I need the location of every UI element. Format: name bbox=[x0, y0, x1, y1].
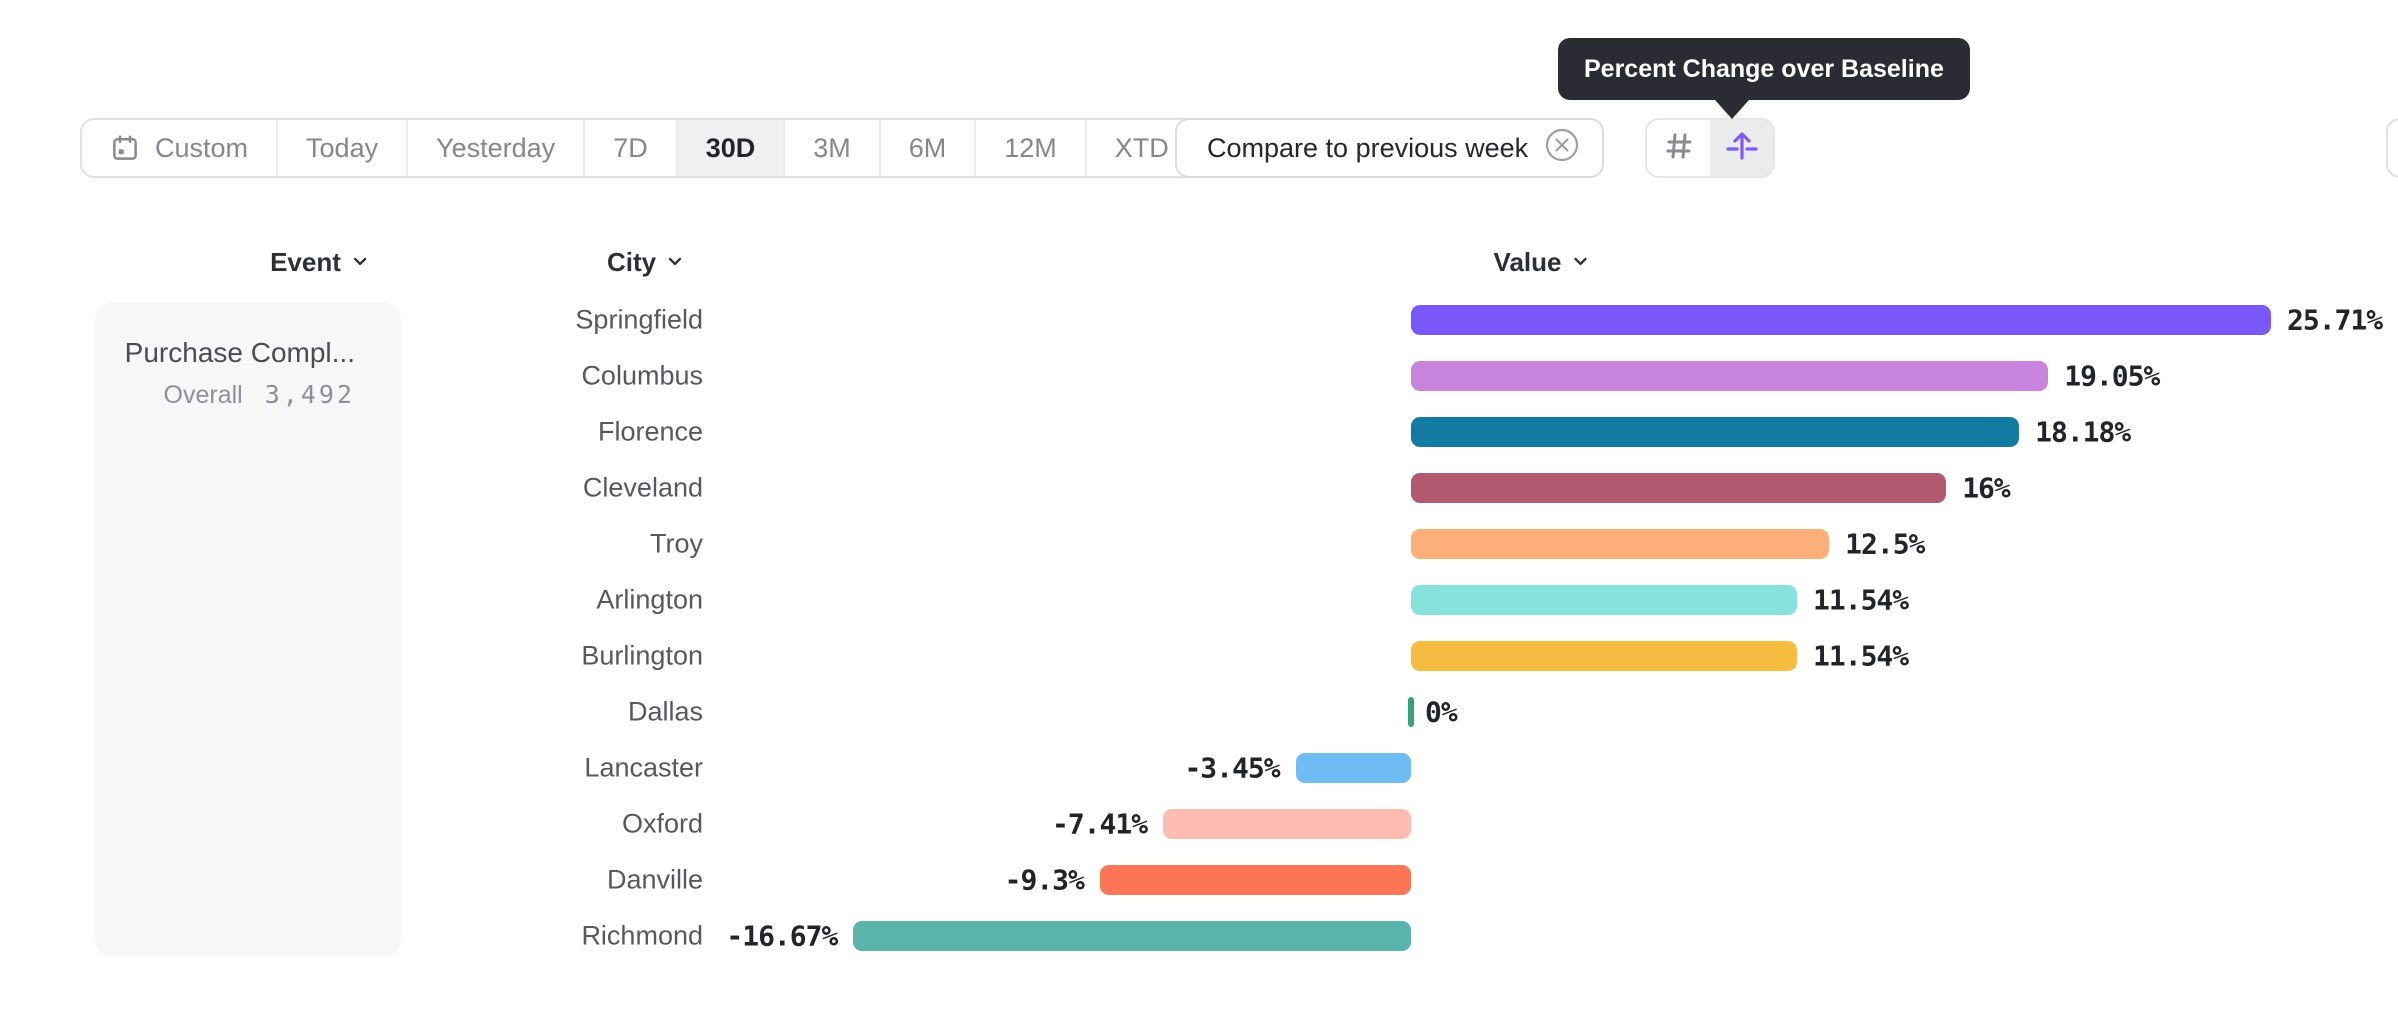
date-range-label: 30D bbox=[705, 132, 756, 163]
value-bar[interactable] bbox=[1411, 361, 2049, 391]
city-label: Danville bbox=[606, 864, 703, 895]
value-label: 11.54% bbox=[1813, 583, 1909, 617]
date-range-today[interactable]: Today bbox=[278, 120, 409, 176]
value-bar[interactable] bbox=[1408, 697, 1414, 727]
date-range-6m[interactable]: 6M bbox=[881, 120, 977, 176]
overall-label: Overall bbox=[163, 381, 243, 409]
chart-row: Burlington 11.54% bbox=[0, 628, 2398, 684]
compare-label: Compare to previous week bbox=[1207, 132, 1529, 163]
date-range-label: Custom bbox=[155, 132, 249, 163]
chart-row: Arlington 11.54% bbox=[0, 572, 2398, 628]
chart-row: Oxford -7.41% bbox=[0, 796, 2398, 852]
chart-row: Richmond -16.67% bbox=[0, 908, 2398, 964]
value-bar[interactable] bbox=[1295, 753, 1411, 783]
chart-row: Columbus 19.05% bbox=[0, 348, 2398, 404]
city-label: Dallas bbox=[627, 696, 703, 727]
chevron-down-icon bbox=[1570, 247, 1590, 278]
chart-row: Springfield 25.71% bbox=[0, 292, 2398, 348]
value-label: 19.05% bbox=[2064, 359, 2160, 393]
column-header-label: Value bbox=[1493, 246, 1562, 277]
value-label: -7.41% bbox=[1051, 807, 1148, 841]
city-label: Cleveland bbox=[582, 472, 703, 503]
value-label: 12.5% bbox=[1845, 527, 1925, 561]
arrow-up-from-baseline-icon bbox=[1725, 129, 1759, 168]
chart-row: Troy 12.5% bbox=[0, 516, 2398, 572]
value-label: -9.3% bbox=[1004, 863, 1085, 897]
city-label: Columbus bbox=[581, 360, 703, 391]
date-range-3m[interactable]: 3M bbox=[785, 120, 881, 176]
event-panel: Purchase Compl... Overall 3,492 bbox=[95, 303, 401, 956]
column-header-city[interactable]: City bbox=[607, 246, 685, 278]
chart-type-tooltip: Percent Change over Baseline bbox=[1558, 38, 1970, 119]
city-label: Burlington bbox=[581, 640, 703, 671]
overall-value: 3,492 bbox=[264, 380, 355, 409]
date-range-toolbar: Custom Today Yesterday 7D 30D 3M 6M 12M … bbox=[80, 118, 1236, 178]
column-header-label: Event bbox=[270, 246, 341, 277]
date-range-xtd[interactable]: XTD bbox=[1087, 120, 1234, 176]
value-bar[interactable] bbox=[1411, 641, 1797, 671]
column-header-value[interactable]: Value bbox=[1494, 246, 1591, 278]
value-bar[interactable] bbox=[1411, 529, 1830, 559]
chart-row: Lancaster -3.45% bbox=[0, 740, 2398, 796]
value-bar[interactable] bbox=[1163, 809, 1411, 839]
chart-row: Dallas 0% bbox=[0, 684, 2398, 740]
date-range-7d[interactable]: 7D bbox=[585, 120, 678, 176]
value-bar[interactable] bbox=[1411, 305, 2271, 335]
date-range-30d[interactable]: 30D bbox=[677, 120, 786, 176]
value-label: 11.54% bbox=[1813, 639, 1909, 673]
value-label: 16% bbox=[1962, 471, 2011, 505]
city-label: Arlington bbox=[596, 584, 703, 615]
value-bar[interactable] bbox=[853, 921, 1411, 951]
remove-compare-icon[interactable] bbox=[1544, 127, 1580, 170]
event-name[interactable]: Purchase Compl... bbox=[124, 337, 355, 368]
value-label: -16.67% bbox=[726, 919, 838, 953]
calendar-icon bbox=[110, 133, 140, 163]
value-bar[interactable] bbox=[1411, 417, 2020, 447]
city-label: Lancaster bbox=[584, 752, 703, 783]
date-range-label: 12M bbox=[1004, 132, 1057, 163]
date-range-label: 6M bbox=[908, 132, 947, 163]
city-label: Florence bbox=[597, 416, 703, 447]
column-header-event[interactable]: Event bbox=[270, 246, 370, 278]
compare-filter-pill[interactable]: Compare to previous week bbox=[1175, 118, 1605, 178]
date-range-12m[interactable]: 12M bbox=[976, 120, 1087, 176]
tooltip-text: Percent Change over Baseline bbox=[1584, 54, 1944, 83]
value-bar[interactable] bbox=[1099, 865, 1411, 895]
value-bar[interactable] bbox=[1411, 585, 1797, 615]
value-label: 0% bbox=[1425, 695, 1458, 729]
date-range-label: Yesterday bbox=[436, 132, 556, 163]
value-label: -3.45% bbox=[1184, 751, 1280, 785]
city-label: Troy bbox=[650, 528, 703, 559]
absolute-numbers-button[interactable] bbox=[1647, 120, 1710, 176]
chevron-down-icon bbox=[665, 247, 685, 278]
date-range-label: XTD bbox=[1114, 132, 1169, 163]
city-label: Springfield bbox=[575, 304, 703, 335]
value-label: 18.18% bbox=[2035, 415, 2131, 449]
date-range-label: 3M bbox=[813, 132, 851, 163]
value-label: 25.71% bbox=[2286, 303, 2383, 337]
date-range-label: 7D bbox=[613, 132, 648, 163]
date-range-yesterday[interactable]: Yesterday bbox=[408, 120, 586, 176]
column-header-label: City bbox=[606, 246, 657, 277]
value-bar[interactable] bbox=[1411, 473, 1947, 503]
date-range-label: Today bbox=[306, 132, 379, 163]
value-view-toggle bbox=[1645, 118, 1775, 178]
chevron-down-icon bbox=[350, 247, 370, 278]
date-range-custom[interactable]: Custom bbox=[82, 120, 279, 176]
hash-icon bbox=[1663, 130, 1695, 167]
event-overall-row: Overall 3,492 bbox=[95, 380, 355, 410]
chart-row: Florence 18.18% bbox=[0, 404, 2398, 460]
chart-row: Danville -9.3% bbox=[0, 852, 2398, 908]
city-label: Richmond bbox=[581, 920, 703, 951]
chart-row: Cleveland 16% bbox=[0, 460, 2398, 516]
percent-change-button[interactable] bbox=[1710, 120, 1773, 176]
city-label: Oxford bbox=[621, 808, 703, 839]
